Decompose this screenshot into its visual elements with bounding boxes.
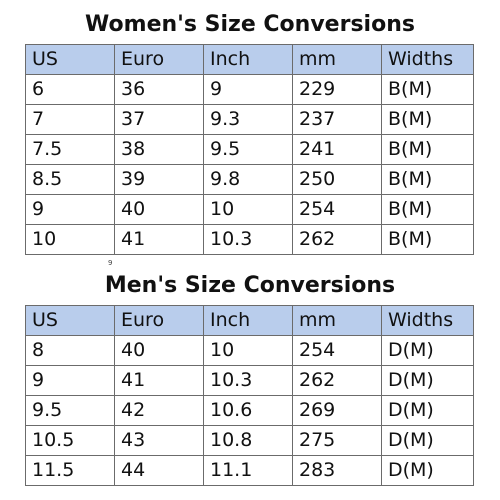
table-row: 8.5 39 9.8 250 B(M): [25, 164, 474, 195]
table-row: 9 40 10 254 B(M): [25, 194, 474, 225]
cell-us: 11.5: [25, 455, 115, 486]
table-header-row: US Euro Inch mm Widths: [25, 44, 474, 75]
cell-us: 9: [25, 194, 115, 225]
cell-inch: 10.8: [203, 425, 293, 456]
cell-euro: 40: [114, 194, 204, 225]
cell-us: 10: [25, 224, 115, 255]
column-header-euro: Euro: [114, 44, 204, 75]
cell-euro: 43: [114, 425, 204, 456]
cell-inch: 10.3: [203, 365, 293, 396]
column-header-mm: mm: [292, 44, 382, 75]
cell-inch: 9.3: [203, 104, 293, 135]
table-row: 7 37 9.3 237 B(M): [25, 104, 474, 135]
men-size-table: US Euro Inch mm Widths 8 40 10 254 D(M) …: [25, 305, 474, 486]
cell-us: 9: [25, 365, 115, 396]
table-row: 6 36 9 229 B(M): [25, 74, 474, 105]
column-header-mm: mm: [292, 305, 382, 336]
cell-euro: 36: [114, 74, 204, 105]
cell-widths: B(M): [381, 104, 474, 135]
column-header-widths: Widths: [381, 305, 474, 336]
cell-widths: B(M): [381, 134, 474, 165]
cell-mm: 237: [292, 104, 382, 135]
column-header-inch: Inch: [203, 305, 293, 336]
table-row: 11.5 44 11.1 283 D(M): [25, 455, 474, 486]
cell-mm: 250: [292, 164, 382, 195]
cell-us: 8.5: [25, 164, 115, 195]
cell-euro: 41: [114, 365, 204, 396]
cell-us: 6: [25, 74, 115, 105]
cell-mm: 269: [292, 395, 382, 426]
cell-us: 8: [25, 335, 115, 366]
table-row: 8 40 10 254 D(M): [25, 335, 474, 366]
cell-mm: 254: [292, 335, 382, 366]
cell-inch: 10: [203, 194, 293, 225]
cell-euro: 39: [114, 164, 204, 195]
cell-inch: 10: [203, 335, 293, 366]
cell-mm: 262: [292, 365, 382, 396]
column-header-us: US: [25, 305, 115, 336]
cell-euro: 37: [114, 104, 204, 135]
women-size-title: Women's Size Conversions: [85, 12, 415, 37]
table-row: 9 41 10.3 262 D(M): [25, 365, 474, 396]
table-header-row: US Euro Inch mm Widths: [25, 305, 474, 336]
cell-mm: 229: [292, 74, 382, 105]
women-size-table: US Euro Inch mm Widths 6 36 9 229 B(M) 7…: [25, 44, 474, 255]
cell-widths: B(M): [381, 194, 474, 225]
cell-inch: 9.8: [203, 164, 293, 195]
cell-us: 9.5: [25, 395, 115, 426]
cell-inch: 9: [203, 74, 293, 105]
cell-us: 7: [25, 104, 115, 135]
cell-widths: D(M): [381, 395, 474, 426]
cell-euro: 44: [114, 455, 204, 486]
cell-us: 10.5: [25, 425, 115, 456]
cell-mm: 275: [292, 425, 382, 456]
cell-inch: 11.1: [203, 455, 293, 486]
cell-euro: 38: [114, 134, 204, 165]
men-size-title: Men's Size Conversions: [104, 273, 396, 298]
column-header-widths: Widths: [381, 44, 474, 75]
cell-widths: D(M): [381, 455, 474, 486]
cell-widths: D(M): [381, 425, 474, 456]
table-row: 10.5 43 10.8 275 D(M): [25, 425, 474, 456]
cell-inch: 10.3: [203, 224, 293, 255]
cell-mm: 254: [292, 194, 382, 225]
cell-us: 7.5: [25, 134, 115, 165]
column-header-us: US: [25, 44, 115, 75]
table-row: 7.5 38 9.5 241 B(M): [25, 134, 474, 165]
cell-widths: B(M): [381, 164, 474, 195]
table-row: 9.5 42 10.6 269 D(M): [25, 395, 474, 426]
column-header-inch: Inch: [203, 44, 293, 75]
cell-mm: 262: [292, 224, 382, 255]
cell-inch: 9.5: [203, 134, 293, 165]
cell-widths: D(M): [381, 365, 474, 396]
cell-mm: 241: [292, 134, 382, 165]
cell-mm: 283: [292, 455, 382, 486]
cell-euro: 42: [114, 395, 204, 426]
cell-widths: B(M): [381, 224, 474, 255]
cell-widths: D(M): [381, 335, 474, 366]
cell-euro: 41: [114, 224, 204, 255]
column-header-euro: Euro: [114, 305, 204, 336]
stray-mark: 9: [108, 259, 113, 267]
cell-inch: 10.6: [203, 395, 293, 426]
table-row: 10 41 10.3 262 B(M): [25, 224, 474, 255]
cell-widths: B(M): [381, 74, 474, 105]
cell-euro: 40: [114, 335, 204, 366]
